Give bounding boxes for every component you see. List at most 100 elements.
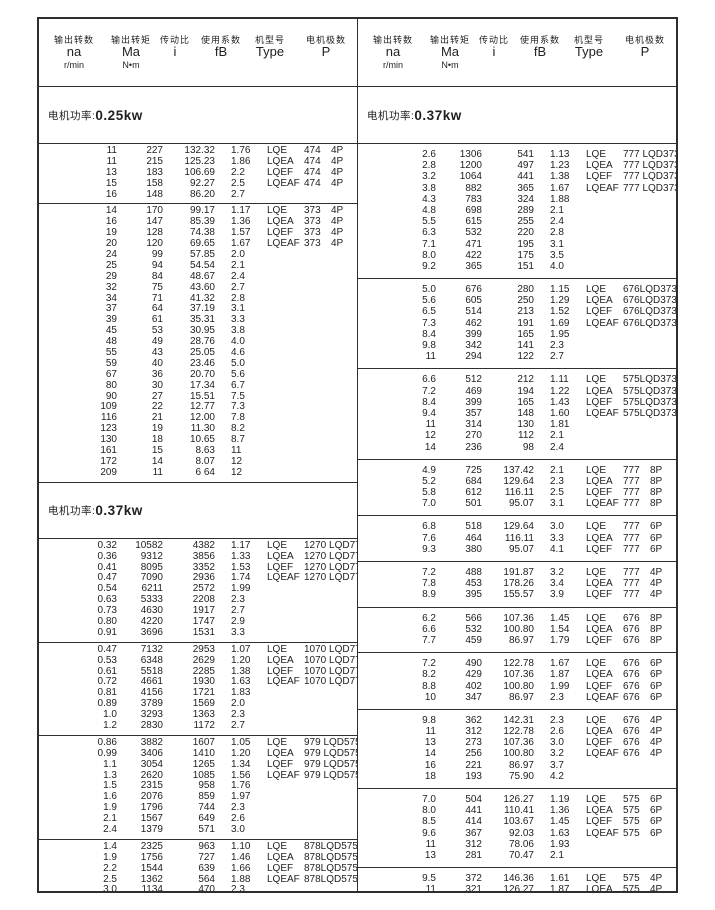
table-row: 14 236 98 2.4 — [358, 442, 676, 453]
cell-output-torque: 4661 — [140, 676, 163, 688]
cell-type: LQEA 676 — [580, 669, 650, 680]
cell-output-speed: 14 — [424, 441, 436, 453]
type-prefix — [586, 839, 623, 850]
cell-poles — [650, 250, 676, 261]
cell-ratio: 2208 — [192, 594, 215, 606]
cell-ratio: 107.36 — [503, 737, 534, 749]
header-cell: 机型号 Type — [245, 35, 295, 70]
cell-service-factor: 3.7 — [550, 759, 564, 771]
cell-service-factor: 4.0 — [550, 260, 564, 272]
type-number: 777 — [623, 475, 640, 487]
cell-output-speed: 7.0 — [422, 794, 436, 805]
cell-output-speed: 11 — [106, 155, 117, 167]
cell-poles — [331, 584, 357, 595]
cell-service-factor: 1.15 — [550, 284, 570, 296]
cell-service-factor: 2.6 — [231, 813, 245, 825]
cell-poles — [331, 803, 357, 814]
header-symbol: P — [321, 44, 331, 60]
cell-output-speed: 16 — [105, 188, 117, 200]
cell-service-factor: 1.46 — [231, 851, 251, 863]
spec-block: 5.06762801.15LQE676LQD3734P5.66052501.29… — [358, 278, 676, 368]
cell-poles: 4P — [650, 726, 663, 738]
cell-output-speed: 39 — [105, 314, 117, 326]
cell-ratio: 95.07 — [508, 543, 534, 555]
cell-type: LQEA 575 — [580, 805, 650, 816]
cell-output-speed: 9.8 — [422, 714, 436, 726]
cell-ratio: 129.64 — [503, 521, 534, 533]
table-row: 45 53 30.95 3.8 — [39, 325, 357, 337]
cell-service-factor: 1.36 — [550, 805, 570, 817]
cell-ratio: 112 — [518, 430, 534, 442]
cell-type — [261, 468, 331, 479]
cell-output-torque: 399 — [465, 396, 482, 408]
cell-poles — [650, 194, 676, 205]
table-row: 9.5 372 146.36 1.61 LQE 575 4P — [358, 873, 676, 884]
cell-service-factor: 1.45 — [550, 612, 570, 624]
type-prefix: LQEA — [267, 654, 294, 666]
cell-type — [580, 419, 650, 430]
type-number: 676 — [623, 748, 640, 760]
cell-poles: 6P — [650, 827, 663, 839]
cell-output-torque: 362 — [465, 714, 482, 726]
type-prefix: LQE — [586, 464, 607, 476]
cell-type: LQE 1270 LQD777 — [261, 539, 357, 552]
cell-output-torque: 512 — [465, 374, 482, 386]
spec-block: 6.65122121.11LQE575LQD3734P7.24691941.22… — [358, 368, 676, 458]
header-cell: 使用系数 fB — [197, 35, 245, 70]
table-row: 11 321 126.27 1.87 LQEA 575 4P — [358, 884, 676, 891]
cell-output-speed: 8.0 — [422, 249, 436, 261]
cell-output-speed: 1.9 — [103, 851, 117, 863]
cell-service-factor: 1.05 — [231, 736, 251, 748]
cell-output-speed: 9.2 — [422, 260, 436, 272]
cell-output-speed: 2.8 — [422, 160, 436, 172]
type-number: 575LQD373 — [623, 396, 676, 408]
cell-output-speed: 123 — [100, 423, 117, 435]
header-symbol: i — [173, 44, 177, 60]
type-number: 777 — [623, 498, 640, 510]
header-cell: 电机极数 P — [614, 35, 676, 70]
type-prefix — [267, 315, 304, 326]
type-prefix — [586, 760, 623, 771]
cell-service-factor: 3.5 — [550, 249, 564, 261]
cell-service-factor: 2.1 — [231, 259, 245, 271]
cell-output-torque: 2620 — [140, 769, 163, 781]
cell-type: LQEAF 676 — [580, 748, 650, 759]
cell-poles — [331, 457, 357, 468]
cell-output-torque: 158 — [146, 177, 163, 189]
cell-output-speed: 11 — [425, 838, 436, 850]
cell-service-factor: 2.1 — [550, 464, 564, 476]
cell-output-torque: 8095 — [140, 561, 163, 573]
type-number: 575 — [623, 827, 640, 839]
table-row: 13 273 107.36 3.0 LQEF 676 4P — [358, 737, 676, 748]
type-number: 1070 LQD777 — [304, 643, 357, 655]
cell-output-torque: 402 — [465, 680, 482, 692]
cell-poles: 6P — [650, 805, 663, 817]
cell-type: LQEAF 878LQD575 — [261, 874, 357, 886]
table-row: 16 221 86.97 3.7 — [358, 760, 676, 771]
cell-output-speed: 0.63 — [97, 594, 117, 606]
type-number: 1270 LQD777 — [304, 550, 357, 562]
cell-poles — [331, 688, 357, 699]
type-number: 1270 LQD777 — [304, 539, 357, 551]
cell-ratio: 958 — [198, 780, 215, 792]
table-row: 29 84 48.67 2.4 — [39, 271, 357, 283]
cell-ratio: 365 — [517, 182, 534, 194]
cell-poles: 4P — [650, 748, 663, 760]
table-row: 12 270 112 2.1 — [358, 430, 676, 441]
cell-ratio: 86.97 — [508, 759, 534, 771]
cell-ratio: 8.63 — [195, 445, 215, 457]
cell-output-speed: 0.36 — [97, 550, 117, 562]
type-prefix: LQEAF — [267, 572, 300, 584]
cell-service-factor: 1.43 — [550, 396, 570, 408]
cell-type — [580, 250, 650, 261]
cell-poles: 4P — [331, 227, 344, 239]
table-row: 55 43 25.05 4.6 — [39, 347, 357, 359]
header-symbol: Ma — [440, 44, 460, 60]
cell-service-factor: 4.0 — [231, 336, 245, 348]
type-prefix — [267, 446, 304, 457]
power-section-row: 电机功率: 0.37kw — [39, 481, 357, 539]
cell-poles — [331, 710, 357, 721]
cell-output-speed: 5.2 — [422, 475, 436, 487]
